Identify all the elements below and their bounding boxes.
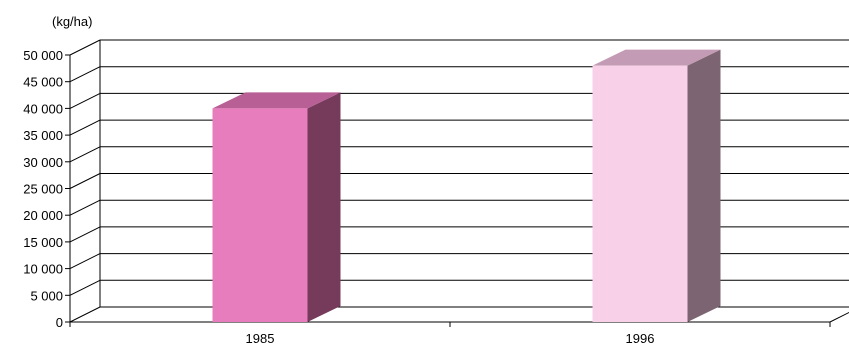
y-tick-label: 50 000 — [23, 48, 63, 63]
y-tick-label: 30 000 — [23, 155, 63, 170]
y-tick-label: 45 000 — [23, 75, 63, 90]
y-tick-label: 10 000 — [23, 262, 63, 277]
y-tick-label: 25 000 — [23, 182, 63, 197]
side-wall-line — [69, 39, 101, 56]
bar-top — [592, 49, 721, 66]
y-tick-label: 35 000 — [23, 128, 63, 143]
side-wall-line — [69, 92, 101, 109]
y-tick-label: 15 000 — [23, 235, 63, 250]
y-tick-label: 20 000 — [23, 208, 63, 223]
side-wall-line — [69, 173, 101, 189]
side-wall-line — [69, 199, 101, 216]
side-wall-line — [69, 119, 101, 136]
bar-side — [307, 92, 341, 323]
floor-edge — [829, 311, 849, 323]
side-wall-line — [69, 226, 101, 243]
side-wall-line — [69, 146, 101, 163]
side-wall-line — [69, 253, 101, 270]
side-wall-line — [69, 306, 101, 323]
bar — [212, 108, 308, 323]
side-wall-line — [69, 66, 101, 83]
x-tick-label: 1985 — [246, 331, 275, 346]
y-unit-label: (kg/ha) — [52, 14, 93, 29]
y-tick-label: 40 000 — [23, 101, 63, 116]
bar — [592, 65, 688, 323]
side-wall-line — [69, 279, 101, 296]
x-tick-label: 1996 — [626, 331, 655, 346]
y-tick-label: 0 — [56, 315, 63, 330]
bar-top — [212, 92, 341, 109]
bar-side — [687, 49, 721, 323]
y-tick-label: 5 000 — [30, 288, 63, 303]
